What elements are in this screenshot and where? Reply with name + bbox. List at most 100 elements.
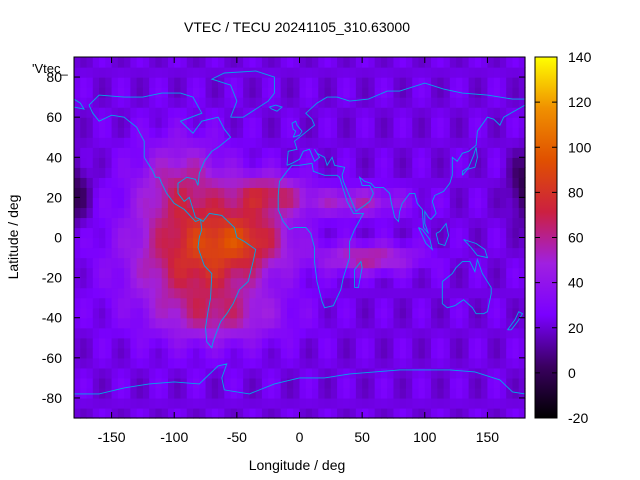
heat-cell <box>518 327 526 339</box>
heat-cell <box>437 137 445 148</box>
heat-cell <box>124 347 131 359</box>
heat-cell <box>393 87 401 98</box>
heat-cell <box>305 227 313 239</box>
heat-cell <box>462 317 470 329</box>
heat-cell <box>86 237 94 249</box>
heat-cell <box>236 77 244 88</box>
heat-cell <box>424 397 432 409</box>
heat-cell <box>418 147 426 158</box>
heat-cell <box>431 227 438 239</box>
heat-cell <box>80 247 88 259</box>
heat-cell <box>92 407 100 419</box>
heat-cell <box>136 107 144 118</box>
heat-cell <box>167 297 175 309</box>
heat-cell <box>349 327 357 339</box>
heat-cell <box>393 117 401 128</box>
heat-cell <box>117 87 125 98</box>
heat-cell <box>456 77 463 88</box>
heat-cell <box>105 57 113 68</box>
heat-cell <box>493 77 501 88</box>
heat-cell <box>130 177 138 188</box>
heat-cell <box>374 127 382 138</box>
heat-cell <box>330 77 338 88</box>
heat-cell <box>80 107 88 118</box>
heat-cell <box>474 317 482 329</box>
heat-cell <box>186 367 194 379</box>
heat-cell <box>299 317 307 329</box>
heat-cell <box>268 107 276 118</box>
heat-cell <box>199 307 207 319</box>
heat-cell <box>355 187 363 198</box>
heat-cell <box>468 147 476 158</box>
heat-cell <box>343 147 351 158</box>
heat-cell <box>136 307 144 319</box>
heat-cell <box>443 87 451 98</box>
heat-cell <box>268 327 276 339</box>
heat-cell <box>487 337 495 349</box>
heat-cell <box>437 147 445 158</box>
heat-cell <box>481 277 489 289</box>
heat-cell <box>481 287 489 299</box>
heat-cell <box>330 387 338 399</box>
heat-cell <box>324 197 332 209</box>
heat-cell <box>155 137 163 148</box>
heat-cell <box>255 177 263 188</box>
heat-cell <box>368 397 376 409</box>
heat-cell <box>374 267 382 279</box>
heat-cell <box>149 357 157 369</box>
heat-cell <box>312 167 319 178</box>
heat-cell <box>412 57 420 68</box>
heat-cell <box>74 67 81 78</box>
heat-cell <box>355 157 363 168</box>
heat-cell <box>431 247 438 259</box>
heat-cell <box>193 67 200 78</box>
heat-cell <box>205 217 213 229</box>
heat-cell <box>399 387 407 399</box>
heat-cell <box>380 217 388 229</box>
heat-cell <box>186 107 194 118</box>
heat-cell <box>481 347 489 359</box>
heat-cell <box>167 357 175 369</box>
heat-cell <box>387 97 395 108</box>
heat-cell <box>243 207 250 219</box>
heat-cell <box>167 187 175 198</box>
heat-cell <box>393 367 401 379</box>
heat-cell <box>293 207 301 219</box>
heat-cell <box>405 297 413 309</box>
heat-cell <box>318 247 326 259</box>
heat-cell <box>274 297 282 309</box>
heat-cell <box>280 287 288 299</box>
heat-cell <box>355 357 363 369</box>
heat-cell <box>343 297 351 309</box>
heat-cell <box>512 137 520 148</box>
heat-cell <box>293 277 301 289</box>
heat-cell <box>255 107 263 118</box>
heat-cell <box>412 97 420 108</box>
heat-cell <box>324 237 332 249</box>
heat-cell <box>324 357 332 369</box>
heat-cell <box>105 327 113 339</box>
heat-cell <box>80 317 88 329</box>
heat-cell <box>174 217 182 229</box>
heat-cell <box>224 217 232 229</box>
heat-cell <box>174 287 182 299</box>
heat-cell <box>186 247 194 259</box>
heat-cell <box>355 97 363 108</box>
heat-cell <box>424 117 432 128</box>
heat-cell <box>274 97 282 108</box>
heat-cell <box>261 247 269 259</box>
heat-cell <box>174 367 182 379</box>
heat-cell <box>268 337 276 349</box>
heat-cell <box>211 167 219 178</box>
heat-cell <box>299 347 307 359</box>
heat-cell <box>424 167 432 178</box>
heat-cell <box>124 337 131 349</box>
heat-cell <box>380 247 388 259</box>
heat-cell <box>481 147 489 158</box>
heat-cell <box>393 237 401 249</box>
heat-cell <box>462 67 470 78</box>
heat-cell <box>474 187 482 198</box>
heat-cell <box>117 407 125 419</box>
heat-cell <box>518 137 526 148</box>
heat-cell <box>218 377 225 389</box>
